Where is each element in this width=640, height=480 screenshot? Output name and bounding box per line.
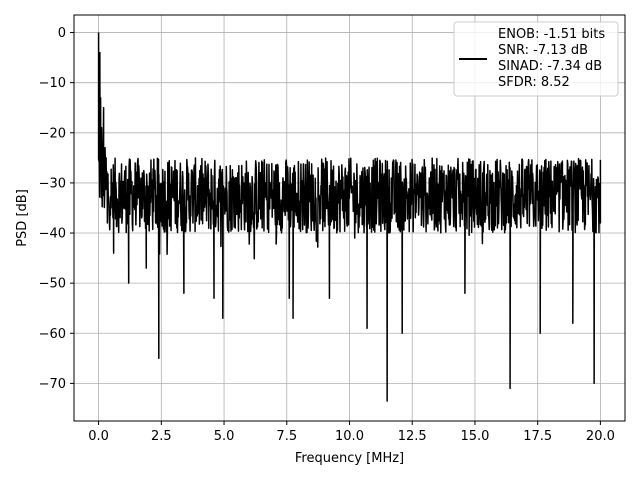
y-tick-label: −40 bbox=[39, 227, 66, 242]
legend-entry-sinad: SINAD: -7.34 dB bbox=[498, 59, 602, 74]
x-tick-label: 12.5 bbox=[398, 429, 427, 444]
x-tick-label: 0.0 bbox=[88, 429, 109, 444]
x-tick-label: 7.5 bbox=[276, 429, 297, 444]
legend-box bbox=[453, 21, 619, 97]
x-axis: 0.0 2.5 5.0 7.5 10.0 12.5 15.0 17.5 20.0 bbox=[88, 421, 615, 444]
x-tick-label: 2.5 bbox=[151, 429, 172, 444]
x-axis-label: Frequency [MHz] bbox=[295, 451, 404, 466]
y-tick-label: 0 bbox=[58, 26, 66, 41]
x-tick-label: 5.0 bbox=[214, 429, 235, 444]
psd-series-line bbox=[97, 32, 602, 402]
y-tick-label: −70 bbox=[39, 377, 66, 392]
y-tick-label: −50 bbox=[39, 277, 66, 292]
legend-entry-sfdr: SFDR: 8.52 bbox=[498, 75, 570, 90]
legend-entry-snr: SNR: -7.13 dB bbox=[498, 43, 588, 58]
y-tick-label: −20 bbox=[39, 126, 66, 141]
x-tick-label: 20.0 bbox=[586, 429, 615, 444]
y-tick-label: −30 bbox=[39, 176, 66, 191]
y-tick-label: −60 bbox=[39, 327, 66, 342]
plot-area bbox=[97, 32, 602, 402]
y-tick-label: −10 bbox=[39, 76, 66, 91]
x-tick-label: 15.0 bbox=[460, 429, 489, 444]
legend: ENOB: -1.51 bits SNR: -7.13 dB SINAD: -7… bbox=[453, 21, 619, 97]
y-axis: 0 −10 −20 −30 −40 −50 −60 −70 bbox=[39, 26, 74, 392]
x-tick-label: 17.5 bbox=[523, 429, 552, 444]
legend-entry-enob: ENOB: -1.51 bits bbox=[498, 27, 605, 42]
x-tick-label: 10.0 bbox=[335, 429, 364, 444]
y-axis-label: PSD [dB] bbox=[15, 189, 30, 247]
